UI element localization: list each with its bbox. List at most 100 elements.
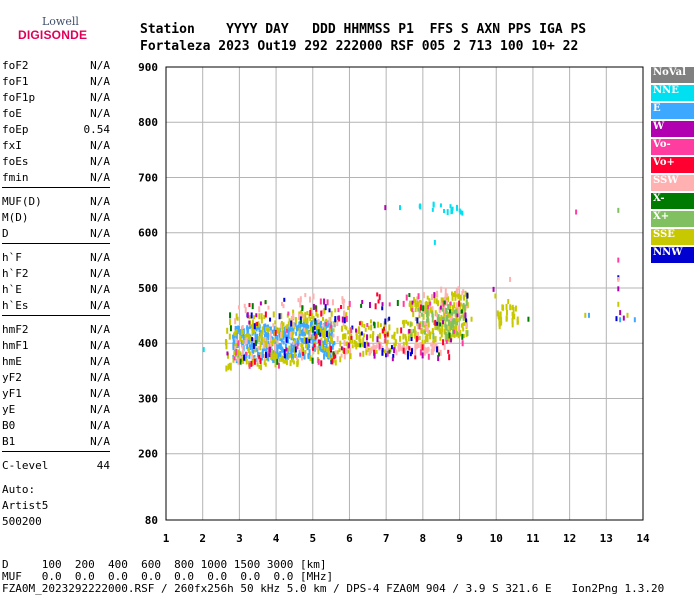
echo-point-ssw: [372, 347, 375, 352]
echo-point-ssw: [436, 290, 439, 297]
echo-point-sse: [274, 320, 277, 325]
y-tick-label: 80: [145, 514, 158, 527]
echo-point-ssw: [342, 303, 345, 310]
echo-point-ssw: [433, 345, 436, 352]
echo-point-ssw: [426, 326, 429, 333]
echo-point-vo: [358, 321, 361, 326]
echo-point-e: [267, 350, 270, 357]
echo-point-sse: [316, 313, 319, 318]
echo-point-ssw: [269, 337, 272, 342]
echo-point-nnw: [265, 351, 268, 358]
echo-point-sse: [331, 356, 334, 361]
echo-point-x: [463, 304, 466, 311]
echo-point-ssw: [440, 286, 443, 293]
echo-point-w: [384, 205, 387, 211]
echo-point-e: [307, 353, 310, 358]
echo-point-ssw: [405, 345, 408, 350]
echo-point-nnw: [392, 354, 395, 359]
echo-point-sse: [287, 321, 290, 326]
param-label: yF2: [2, 371, 22, 384]
echo-point-sse: [444, 318, 447, 325]
echo-point-e: [261, 348, 264, 353]
echo-point-sse: [360, 320, 363, 325]
echo-point-sse: [511, 321, 514, 328]
echo-point-x: [447, 304, 450, 311]
echo-point-sse: [325, 338, 328, 345]
echo-point-e: [325, 351, 328, 358]
echo-point-sse: [460, 314, 463, 319]
echo-point-sse: [344, 325, 347, 330]
echo-point-e: [273, 325, 276, 330]
param-label: foEp: [2, 123, 29, 136]
echo-point-sse: [317, 324, 320, 331]
echo-point-vo: [348, 300, 351, 307]
echo-point-ssw: [234, 318, 237, 325]
echo-point-ssw: [395, 349, 398, 356]
echo-point-ssw: [417, 323, 420, 330]
echo-point-sse: [369, 334, 372, 339]
echo-point-vo: [434, 319, 437, 326]
echo-point-sse: [282, 357, 285, 364]
echo-point-nnw: [381, 349, 384, 356]
param-value: 44: [96, 459, 110, 472]
echo-point-ssw: [256, 356, 259, 363]
echo-point-nnw: [436, 321, 439, 326]
echo-point-sse: [413, 326, 416, 333]
echo-point-sse: [470, 316, 473, 322]
echo-point-vo: [366, 323, 369, 328]
echo-point-x: [312, 326, 315, 333]
echo-point-sse: [454, 296, 457, 301]
echo-point-sse: [434, 336, 437, 343]
echo-point-sse: [269, 351, 272, 356]
echo-point-w: [619, 310, 622, 316]
echo-point-x: [448, 332, 451, 339]
echo-point-sse: [305, 340, 308, 347]
param-row-group1-3: foE N/A: [2, 106, 110, 122]
echo-point-ssw: [237, 305, 240, 310]
param-value: N/A: [90, 299, 110, 312]
echo-point-sse: [365, 341, 368, 346]
echo-point-sse: [454, 322, 457, 329]
param-label: hmE: [2, 355, 22, 368]
echo-point-sse: [359, 338, 362, 345]
echo-point-sse: [312, 335, 315, 340]
echo-point-ssw: [273, 343, 276, 348]
echo-point-x: [452, 328, 455, 335]
echo-point-e: [248, 354, 251, 359]
param-row-group1-4: foEp 0.54: [2, 122, 110, 138]
y-tick-label: 400: [138, 337, 158, 350]
echo-point-sse: [227, 363, 230, 368]
echo-point-x: [410, 333, 413, 338]
echo-point-sse: [375, 349, 378, 354]
echo-point-x: [422, 305, 425, 312]
echo-point-sse: [430, 306, 433, 313]
echo-point-w: [441, 320, 444, 325]
echo-point-sse: [386, 339, 389, 344]
echo-point-sse: [455, 307, 458, 312]
echo-point-sse: [309, 326, 312, 333]
echo-point-e: [269, 326, 272, 331]
echo-point-x: [396, 299, 399, 306]
echo-point-e: [291, 328, 294, 333]
echo-point-sse: [292, 360, 295, 365]
echo-point-nnw: [409, 352, 412, 357]
echo-point-sse: [298, 311, 301, 316]
param-label: h`F2: [2, 267, 29, 280]
echo-point-sse: [229, 362, 232, 367]
echo-point-sse: [462, 333, 465, 338]
echo-point-x: [239, 358, 242, 365]
echo-point-e: [232, 342, 235, 349]
echo-point-vo: [405, 294, 408, 301]
echo-point-ssw: [321, 309, 324, 316]
echo-point-x: [453, 318, 456, 325]
echo-point-e: [276, 343, 279, 350]
echo-point-ssw: [292, 321, 295, 328]
echo-point-vo: [296, 343, 299, 350]
echo-point-sse: [293, 339, 296, 344]
echo-point-ssw: [343, 310, 346, 317]
echo-point-sse: [346, 341, 349, 346]
echo-point-sse: [355, 333, 358, 340]
echo-point-sse: [270, 355, 273, 360]
echo-point-e: [277, 354, 280, 359]
echo-point-sse: [261, 328, 264, 335]
